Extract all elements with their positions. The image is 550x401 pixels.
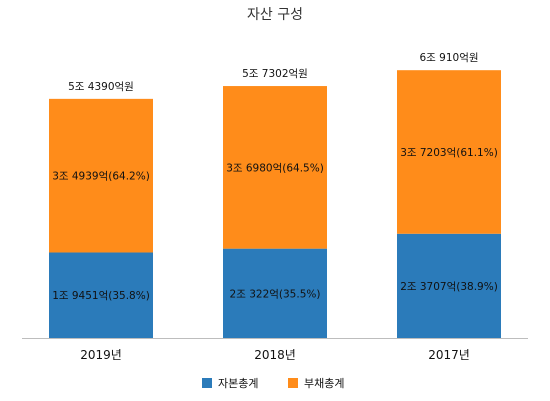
legend-label-liabilities: 부채총계 [304, 377, 344, 390]
legend: 자본총계 부채총계 [202, 377, 344, 390]
x-tick-label-0: 2019년 [80, 348, 122, 362]
legend-swatch-equity [202, 378, 212, 388]
total-label-0: 5조 4390억원 [68, 81, 134, 93]
chart-title: 자산 구성 [247, 7, 303, 23]
bar-liabilities-2 [397, 70, 501, 234]
bar-equity-1 [223, 248, 327, 338]
data-label-equity-2: 2조 3707억(38.9%) [400, 281, 498, 293]
bar-liabilities-1 [223, 86, 327, 249]
data-label-equity-0: 1조 9451억(35.8%) [52, 290, 150, 302]
bar-equity-2 [397, 233, 501, 338]
bar-liabilities-0 [49, 98, 153, 253]
x-tick-label-1: 2018년 [254, 348, 296, 362]
bar-equity-0 [49, 252, 153, 338]
total-label-1: 5조 7302억원 [242, 68, 308, 80]
data-label-liabilities-0: 3조 4939억(64.2%) [52, 171, 150, 183]
plot-area: 1조 9451억(35.8%) 3조 4939억(64.2%) 5조 4390억원 2… [49, 52, 501, 362]
legend-label-equity: 자본총계 [218, 377, 258, 390]
data-label-liabilities-2: 3조 7203억(61.1%) [400, 147, 498, 159]
data-label-equity-1: 2조 322억(35.5%) [230, 288, 321, 300]
data-label-liabilities-1: 3조 6980억(64.5%) [226, 162, 324, 174]
total-label-2: 6조 910억원 [419, 52, 478, 64]
x-tick-label-2: 2017년 [428, 348, 470, 362]
legend-swatch-liabilities [288, 378, 298, 388]
